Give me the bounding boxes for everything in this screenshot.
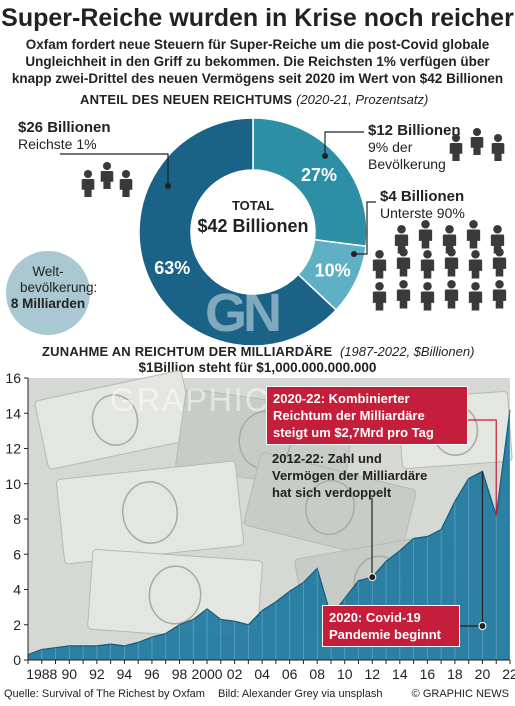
x-tick-label-1992: 92 [89, 666, 105, 682]
person-icon-top1-1 [100, 162, 114, 189]
chart-heading-text: Zunahme an Reichtum der Milliardäre [42, 344, 333, 359]
x-tick-label-1990: 90 [62, 666, 78, 682]
person-icon-bottom90-15 [468, 282, 483, 311]
donut-slice-label-0: 63% [154, 258, 190, 278]
person-icon-bottom90-9 [468, 250, 483, 279]
leader-line-mid9 [324, 131, 364, 156]
x-tick-label-2014: 14 [392, 666, 408, 682]
donut-slice-0 [138, 117, 338, 347]
person-icon-bottom90-13 [420, 282, 435, 311]
chart-heading-sub: (1987-2022, $Billionen) [339, 344, 475, 359]
donut-center-label: TOTAL [232, 198, 274, 213]
x-tick-label-2012: 12 [364, 666, 380, 682]
person-icon-bottom90-14 [444, 280, 459, 309]
area-series-line [27, 409, 511, 656]
x-tick-label-1996: 96 [144, 666, 160, 682]
person-icon-bottom90-6 [396, 248, 411, 277]
y-tick-label-6: 6 [13, 546, 21, 562]
x-tick-label-1994: 94 [117, 666, 133, 682]
donut-slice-label-1: 27% [301, 165, 337, 185]
world-population-value: 8 Milliarden [10, 296, 86, 311]
y-tick-label-10: 10 [5, 476, 21, 492]
leader-dot-top1 [165, 183, 171, 189]
y-tick-label-0: 0 [13, 652, 21, 668]
annotation-top1-label: Reichste 1% [18, 136, 97, 152]
world-population-text: Welt-bevölkerung: 8 Milliarden [6, 264, 98, 312]
donut-center-value: $42 Billionen [197, 216, 308, 236]
person-icon-bottom90-11 [372, 282, 387, 311]
person-icon-mid9-0 [449, 134, 463, 161]
banknote-3 [243, 452, 417, 563]
photo-credit: Bild: Alexander Grey via unsplash [218, 688, 383, 700]
person-icon-mid9-2 [491, 134, 505, 161]
page-subtitle: Oxfam fordert neue Steuern für Super-Rei… [11, 37, 504, 86]
marker-2020 [478, 622, 487, 630]
x-tick-label-2006: 06 [282, 666, 298, 682]
person-icon-bottom90-3 [466, 220, 481, 249]
x-tick-label-2020: 20 [475, 666, 491, 682]
leader-dot-mid9 [322, 153, 328, 159]
area-series [28, 409, 510, 660]
banknote-portrait-2 [122, 481, 178, 544]
person-icon-top1-2 [119, 170, 133, 197]
banknote-portrait-3 [305, 479, 355, 536]
chart-unit-note: $1Billion steht für $1,000.000.000.000 [138, 360, 377, 375]
leader-dot-bottom90 [351, 251, 357, 257]
x-tick-label-2018: 18 [447, 666, 463, 682]
x-tick-label-1988: 1988 [26, 666, 57, 682]
annotation-mid9-label: 9% der Bevölkerung [368, 139, 446, 172]
x-tick-label-2022: 22 [502, 666, 515, 682]
banknote-portrait-4 [148, 565, 202, 625]
banknote-2 [55, 460, 245, 565]
person-icon-top1-0 [81, 170, 95, 197]
banknote-portrait-0 [91, 394, 139, 446]
person-icon-bottom90-16 [492, 280, 507, 309]
x-tick-label-2002: 02 [227, 666, 243, 682]
page-title: Super-Reiche wurden in Krise noch reiche… [1, 4, 514, 32]
leader-line-bottom90 [354, 201, 376, 255]
person-icon-bottom90-8 [444, 248, 459, 277]
source-credit: Quelle: Survival of The Richest by Oxfam [4, 688, 205, 700]
y-tick-label-4: 4 [13, 582, 21, 598]
callout-2020-22: 2020-22: Kombinierter Reichtum der Milli… [266, 386, 468, 445]
person-icon-bottom90-12 [396, 280, 411, 309]
callout-2012-22: 2012-22: Zahl und Vermögen der Milliardä… [272, 451, 428, 500]
leader-line-top1 [60, 153, 169, 186]
leader-2020-22 [458, 419, 497, 516]
donut-heading-text: Anteil des neuen Reichtums [80, 92, 293, 107]
person-icon-bottom90-10 [492, 248, 507, 277]
person-icon-bottom90-1 [418, 220, 433, 249]
graphic-news-watermark: GN [205, 283, 282, 343]
donut-heading-sub: (2020-21, Prozentsatz) [296, 92, 429, 107]
annotation-mid9-value: $12 Billionen [368, 122, 461, 139]
y-tick-label-14: 14 [5, 405, 21, 421]
world-population-label: Welt-bevölkerung: [20, 264, 98, 295]
x-tick-label-1998: 98 [172, 666, 188, 682]
annotation-top1-value: $26 Billionen [18, 119, 111, 136]
annotation-bottom90-value: $4 Billionen [380, 188, 465, 205]
y-tick-label-16: 16 [5, 370, 21, 386]
annotation-bottom90-label: Unterste 90% [380, 205, 465, 221]
donut-heading: Anteil des neuen Reichtums (2020-21, Pro… [80, 92, 428, 107]
x-tick-label-2000: 2000 [191, 666, 222, 682]
marker-2012 [368, 573, 377, 582]
person-icon-bottom90-7 [420, 250, 435, 279]
y-tick-label-12: 12 [5, 441, 21, 457]
y-tick-label-8: 8 [13, 511, 21, 527]
x-tick-label-2004: 04 [254, 666, 270, 682]
brand-credit: © GRAPHIC NEWS [411, 688, 509, 700]
y-tick-label-2: 2 [13, 617, 21, 633]
x-tick-label-2010: 10 [337, 666, 353, 682]
chart-heading: Zunahme an Reichtum der Milliardäre (198… [42, 344, 474, 359]
person-icon-mid9-1 [470, 128, 484, 155]
x-tick-label-2008: 08 [309, 666, 325, 682]
callout-2020: 2020: Covid-19 Pandemie beginnt [322, 605, 460, 647]
person-icon-bottom90-5 [372, 250, 387, 279]
world-population-badge [6, 251, 90, 335]
x-tick-label-2016: 16 [420, 666, 436, 682]
donut-slice-label-2: 10% [315, 260, 351, 280]
